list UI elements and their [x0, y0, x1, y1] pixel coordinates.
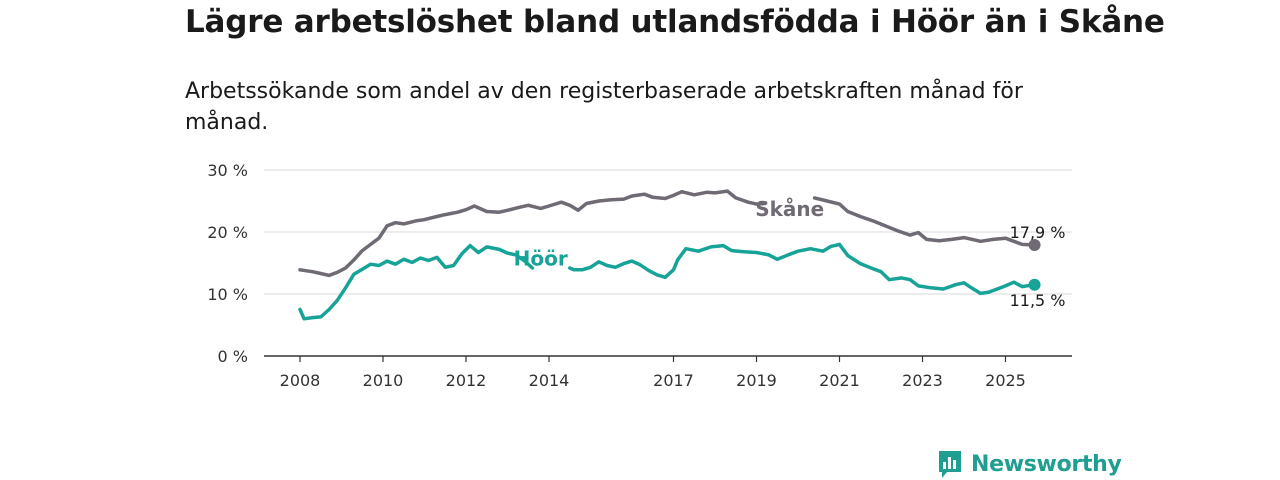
axes: 0 % 10 % 20 % 30 % 2008 2010 2012 2014 2017 2019 2… — [207, 161, 1072, 390]
chart-subtitle: Arbetssökande som andel av den registerb… — [185, 79, 1023, 135]
x-tick-label: 2021 — [819, 371, 860, 390]
y-tick-label: 20 % — [207, 223, 248, 242]
series-line-sk-ne — [812, 196, 1037, 247]
y-tick-label: 30 % — [207, 161, 248, 180]
end-point-marker — [1028, 278, 1041, 291]
series-line-h-r — [298, 243, 535, 321]
x-tick-label: 2012 — [446, 371, 487, 390]
chart-title: Lägre arbetslöshet bland utlandsfödda i … — [185, 4, 1165, 40]
x-tick-label: 2019 — [736, 371, 777, 390]
series-line-sk-ne — [298, 189, 767, 278]
x-tick-label: 2017 — [653, 371, 694, 390]
x-tick-label: 2008 — [280, 371, 321, 390]
x-tick-label: 2025 — [985, 371, 1026, 390]
series-name-label: Skåne — [755, 197, 824, 221]
end-value-label: 17,9 % — [1010, 223, 1066, 242]
x-tick-label: 2023 — [902, 371, 943, 390]
x-tick-label: 2014 — [529, 371, 570, 390]
x-tick-label: 2010 — [363, 371, 404, 390]
y-tick-label: 0 % — [218, 347, 248, 366]
end-point-marker — [1028, 239, 1041, 252]
y-tick-label: 10 % — [207, 285, 248, 304]
series-line-h-r — [568, 242, 1037, 296]
end-value-label: 11,5 % — [1010, 291, 1066, 310]
gridlines — [264, 169, 1072, 295]
series-labels: Skåne Höör 17,9 % 11,5 % — [514, 197, 1066, 310]
series-lines — [298, 189, 1037, 321]
line-chart: 0 % 10 % 20 % 30 % 2008 2010 2012 2014 2017 2019 2… — [207, 161, 1072, 390]
logo-text: Newsworthy — [971, 451, 1122, 477]
newsworthy-logo: Newsworthy — [937, 448, 1122, 480]
series-name-label: Höör — [514, 246, 568, 270]
newsworthy-chart-icon — [939, 451, 961, 478]
